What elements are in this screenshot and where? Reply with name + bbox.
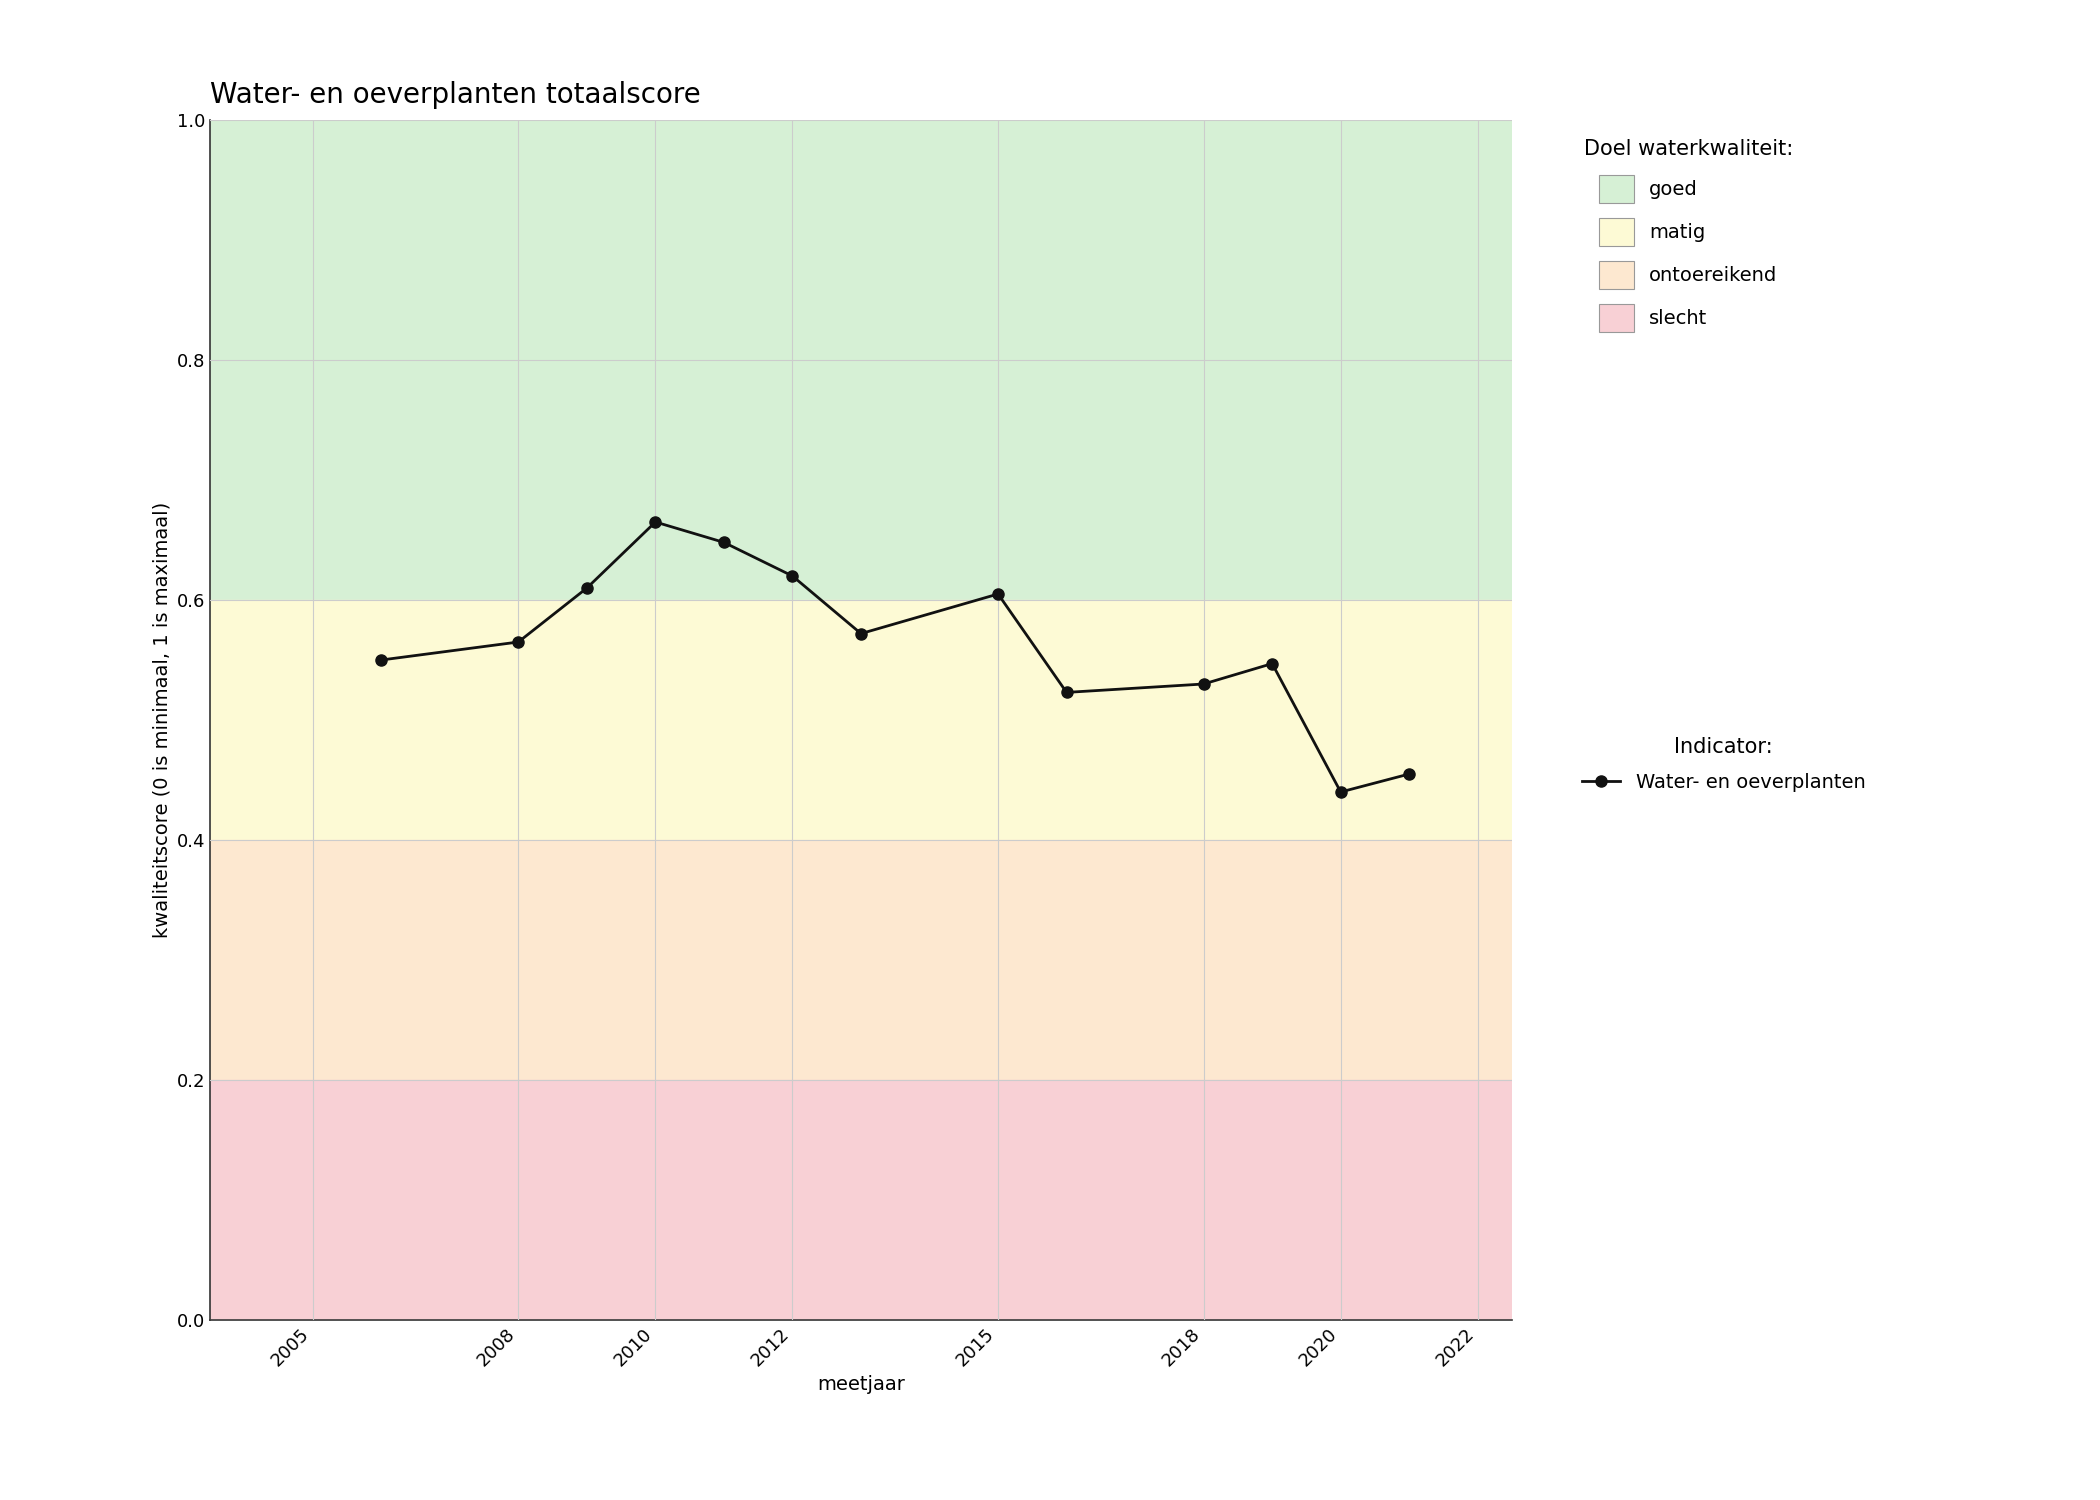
- Text: Water- en oeverplanten totaalscore: Water- en oeverplanten totaalscore: [210, 81, 701, 110]
- Bar: [210, 840, 1512, 1080]
- Bar: [210, 1080, 1512, 1320]
- X-axis label: meetjaar: meetjaar: [817, 1376, 905, 1395]
- Y-axis label: kwaliteitscore (0 is minimaal, 1 is maximaal): kwaliteitscore (0 is minimaal, 1 is maxi…: [151, 503, 170, 938]
- Legend: Water- en oeverplanten: Water- en oeverplanten: [1573, 729, 1873, 800]
- Bar: [210, 600, 1512, 840]
- Bar: [210, 120, 1512, 600]
